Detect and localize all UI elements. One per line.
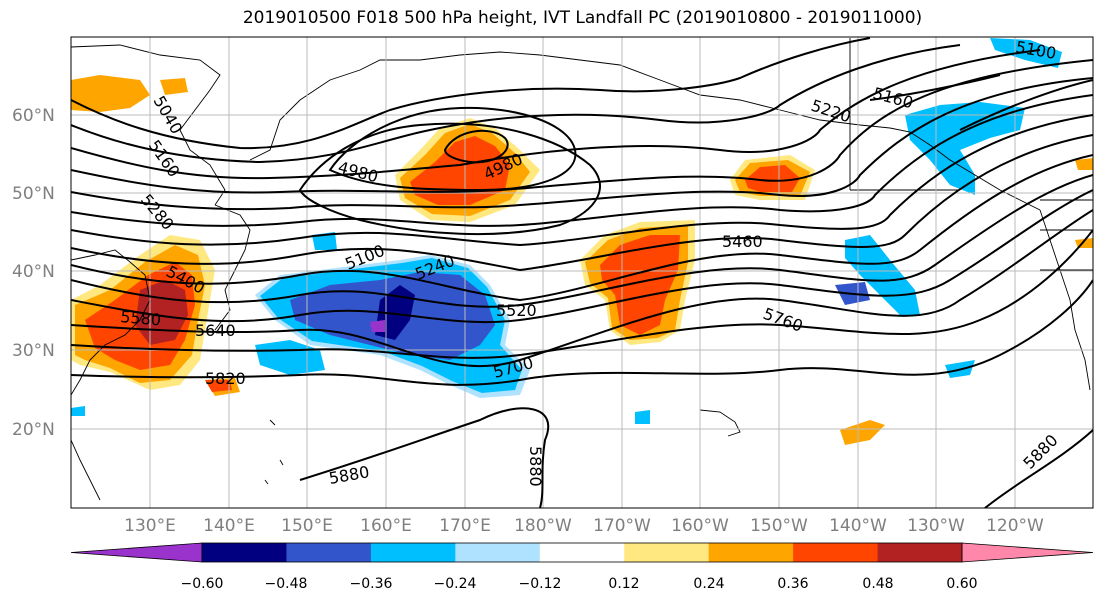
contour-5820 (71, 279, 1093, 386)
lon-label: 180°W (514, 516, 572, 536)
contour-label: 5640 (195, 321, 236, 340)
colorbar-tick-label: −0.60 (181, 576, 224, 592)
lon-label: 160°E (360, 516, 412, 536)
contour-5580 (71, 174, 1093, 308)
height-contours (71, 37, 1093, 508)
lat-label: 50°N (12, 184, 55, 204)
colorbar-segment (286, 543, 372, 562)
contour-5880-east (984, 429, 1093, 508)
colorbar-extend-low (70, 542, 203, 563)
colorbar-ticks: −0.60 −0.48 −0.36 −0.24 −0.12 0.12 0.24 … (181, 576, 978, 592)
colorbar-tick-label: −0.48 (265, 576, 308, 592)
colorbar-tick-label: −0.36 (350, 576, 393, 592)
ivt-negative-areas (71, 38, 1062, 424)
colorbar-segment (370, 543, 456, 562)
contour-4920 (443, 129, 509, 164)
contour-bering-inner (298, 122, 601, 236)
colorbar-outline (201, 542, 963, 563)
colorbar-tick-label: 0.36 (777, 576, 808, 592)
contour-label: 5520 (496, 301, 537, 320)
lon-label: 140°W (829, 516, 887, 536)
colorbar: −0.60 −0.48 −0.36 −0.24 −0.12 0.12 0.24 … (70, 542, 1094, 592)
colorbar-tick-label: 0.12 (608, 576, 639, 592)
lon-label: 170°W (593, 516, 651, 536)
colorbar-extend-high (961, 542, 1094, 563)
contour-5040 (71, 37, 871, 150)
lon-label: 150°E (281, 516, 333, 536)
colorbar-segment (793, 543, 879, 562)
contour-label: 5580 (120, 307, 162, 329)
ivt-area-alaska-blue (905, 102, 1025, 195)
colorbar-segments (70, 542, 1094, 563)
colorbar-segment (539, 543, 625, 562)
colorbar-segment (202, 543, 287, 562)
contour-5700 (71, 209, 1093, 368)
lat-label: 30°N (12, 341, 55, 361)
contour-5100 (71, 44, 961, 164)
colorbar-segment (455, 543, 541, 562)
lon-label: 150°W (750, 516, 808, 536)
colorbar-tick-label: 0.48 (862, 576, 893, 592)
contour-5520 (71, 154, 1093, 302)
contour-5400 (71, 114, 1093, 247)
map-title: 2019010500 F018 500 hPa height, IVT Land… (242, 8, 923, 28)
lat-label: 60°N (12, 106, 55, 126)
contour-5460 (71, 134, 1093, 272)
colorbar-segment (624, 543, 710, 562)
contour-4980 (328, 106, 577, 192)
lat-label: 40°N (12, 262, 55, 282)
contour-5760 (71, 229, 1093, 359)
colorbar-segment (708, 543, 794, 562)
colorbar-tick-label: −0.24 (434, 576, 477, 592)
contour-5280 (71, 77, 1093, 211)
latitude-labels: 60°N 50°N 40°N 30°N 20°N (12, 106, 55, 440)
contour-5880-south (299, 407, 550, 508)
ivt-area-japan-sea (71, 75, 150, 112)
colorbar-tick-label: 0.60 (946, 576, 977, 592)
colorbar-tick-label: 0.24 (693, 576, 724, 592)
longitude-labels: 130°E 140°E 150°E 160°E 170°E 180°W 170°… (124, 516, 1044, 536)
lon-label: 170°E (439, 516, 491, 536)
contour-5340 (71, 94, 1093, 227)
lon-label: 130°W (907, 516, 965, 536)
contour-5160-east (869, 74, 1001, 101)
contour-5220 (71, 59, 1093, 194)
contour-5640 (71, 189, 1093, 324)
lon-label: 160°W (671, 516, 729, 536)
lon-label: 130°E (124, 516, 176, 536)
plot-frame (70, 36, 1094, 509)
colorbar-segment (877, 543, 963, 562)
coastlines (71, 38, 1093, 501)
contour-label: 5820 (205, 369, 246, 388)
contour-label: 5460 (722, 232, 763, 251)
lon-label: 140°E (203, 516, 255, 536)
lat-label: 20°N (12, 420, 55, 440)
lon-label: 120°W (986, 516, 1044, 536)
contour-5100-east (959, 79, 1093, 131)
contour-label: 5880 (526, 446, 545, 487)
colorbar-tick-label: −0.12 (519, 576, 562, 592)
